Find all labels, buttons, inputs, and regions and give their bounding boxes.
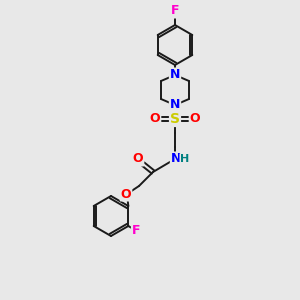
Text: O: O (190, 112, 200, 125)
Text: N: N (170, 98, 180, 112)
Text: N: N (171, 152, 181, 166)
Text: F: F (132, 224, 140, 237)
Text: F: F (171, 4, 179, 17)
Text: O: O (133, 152, 143, 166)
Text: O: O (121, 188, 131, 200)
Text: H: H (180, 154, 190, 164)
Text: O: O (150, 112, 160, 125)
Text: S: S (170, 112, 180, 126)
Text: N: N (170, 68, 180, 82)
